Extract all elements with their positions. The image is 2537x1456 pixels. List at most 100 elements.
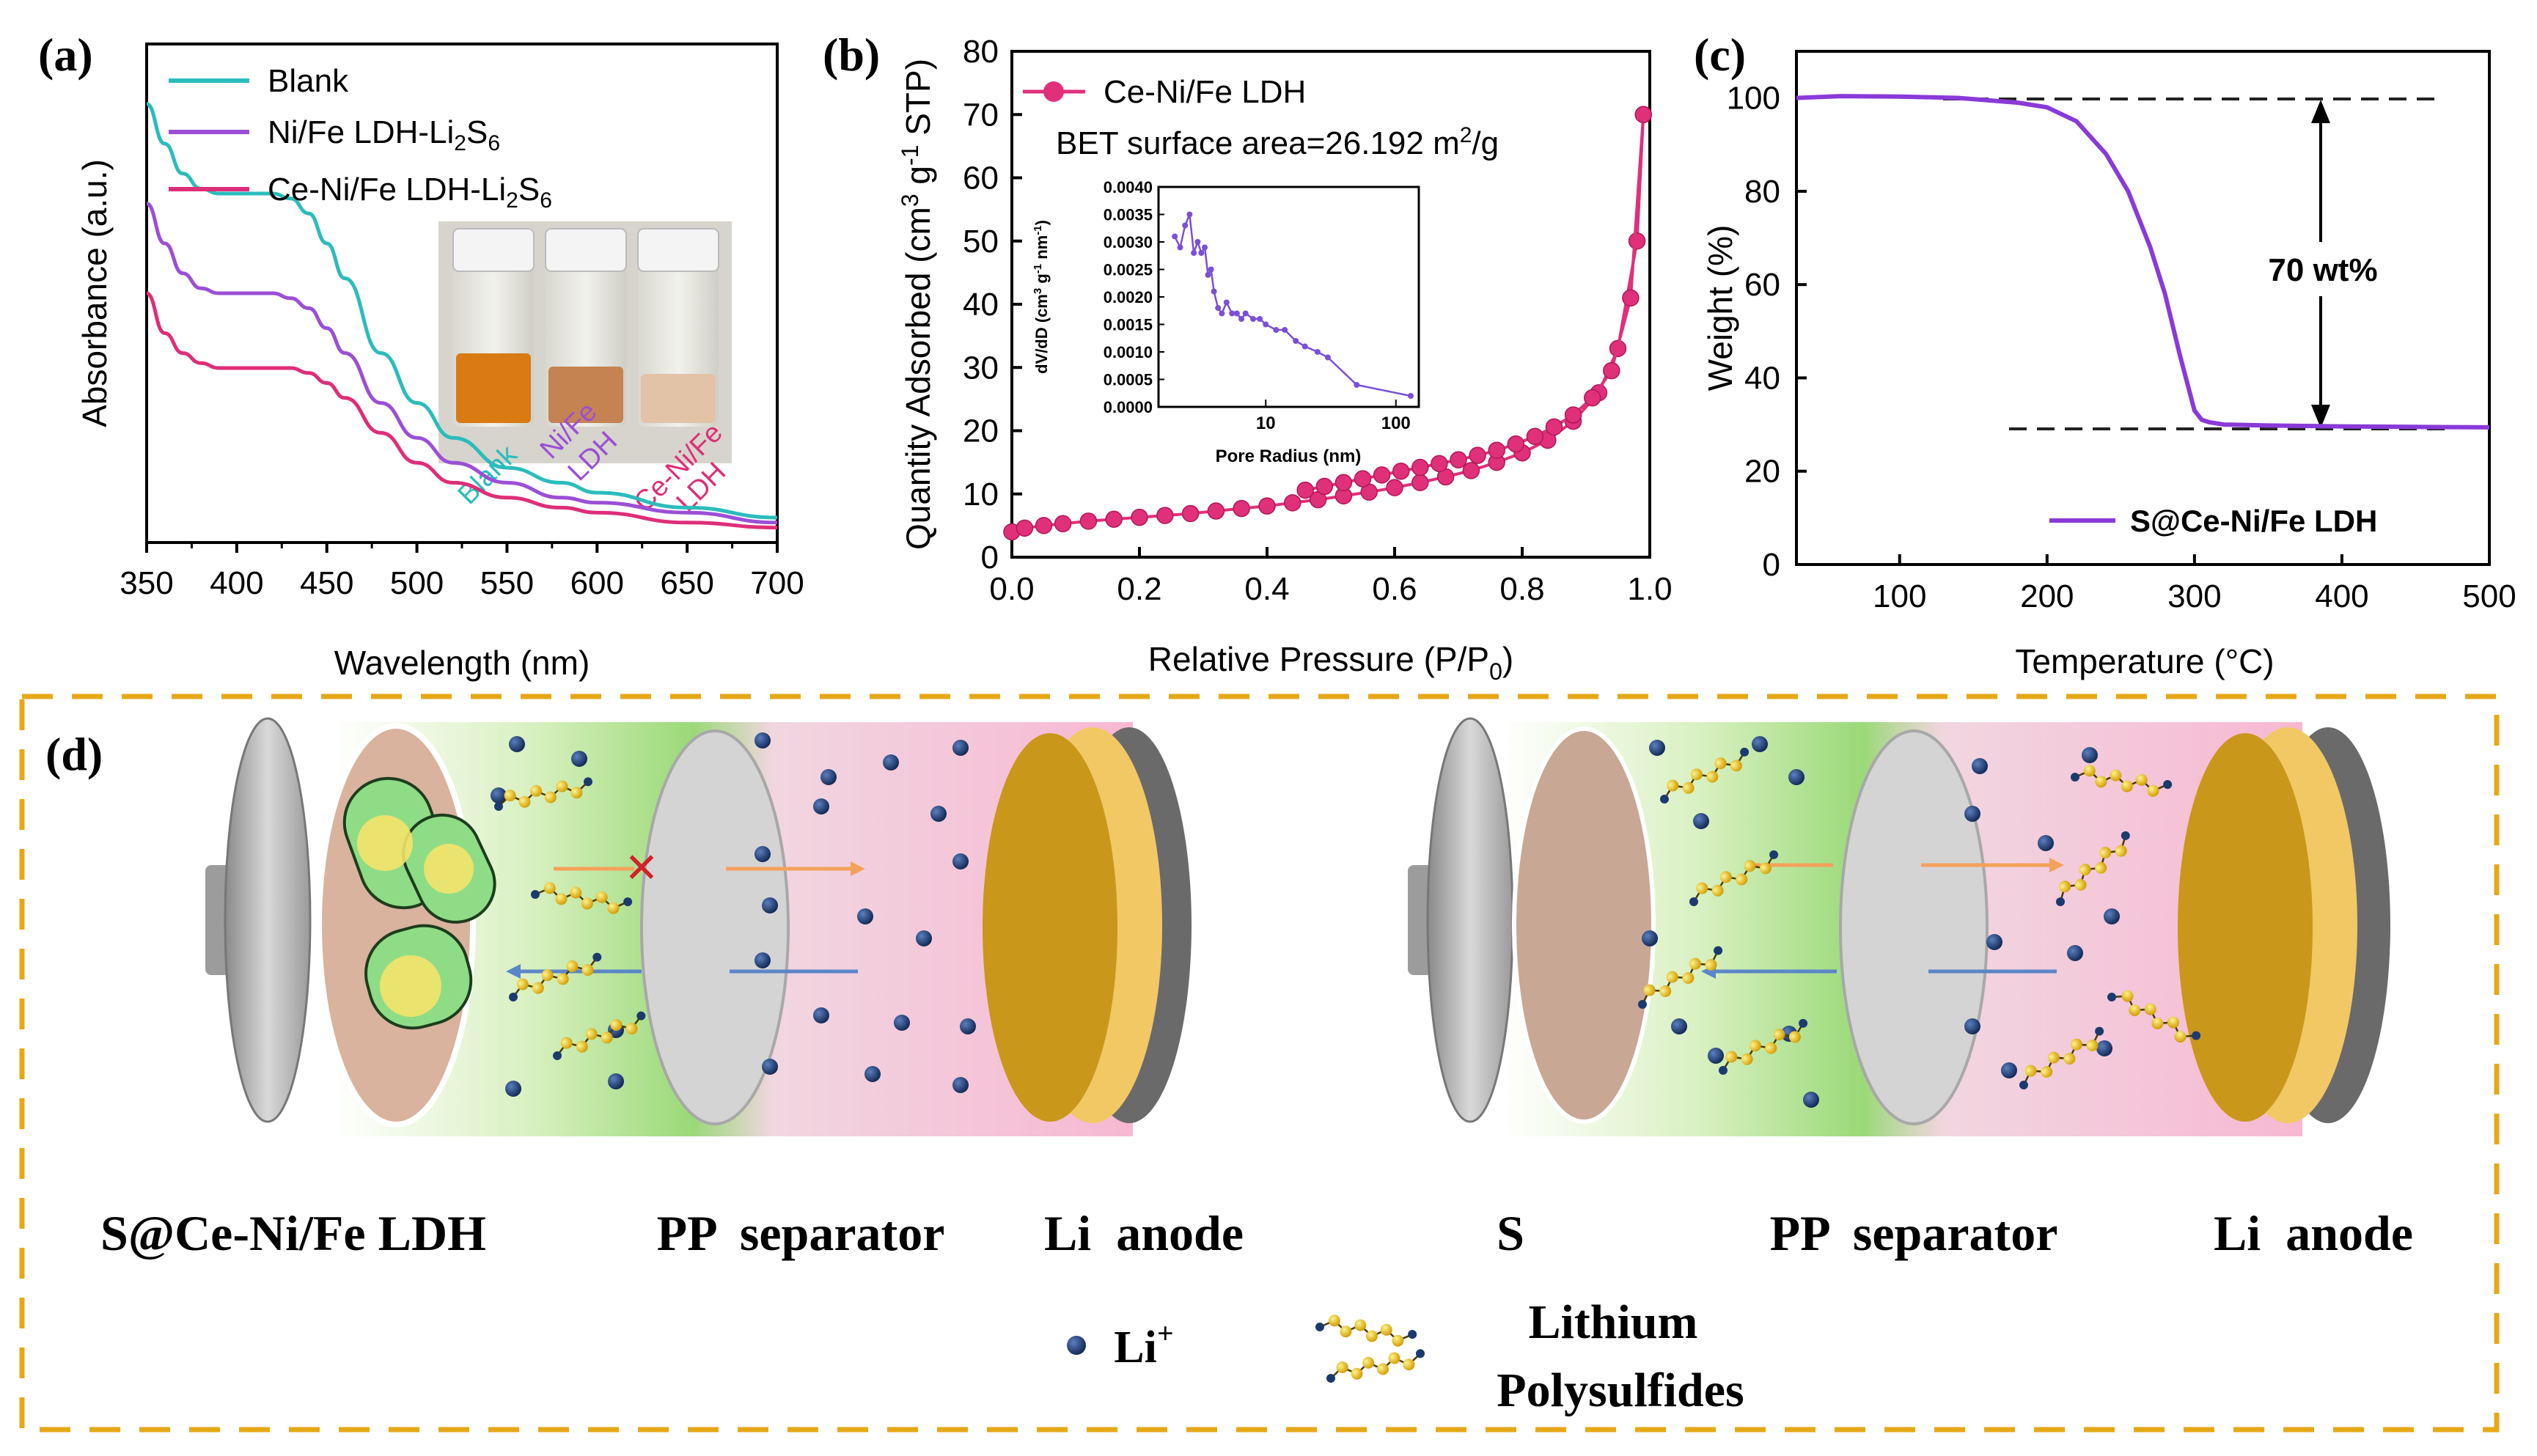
li-ion-icon	[1671, 1018, 1687, 1034]
data-point	[1105, 510, 1123, 528]
vial-cenife-cap	[637, 228, 719, 272]
legend-lps-line-2: Polysulfides	[1497, 1364, 1744, 1417]
sulfur-atom	[1689, 957, 1701, 970]
li-ion-icon	[1972, 758, 1988, 774]
inset-point	[1407, 393, 1414, 399]
x-tick-label: 0.6	[1372, 571, 1417, 607]
pp-separator-right	[1839, 729, 1989, 1125]
li-ion-icon	[2067, 945, 2083, 961]
li-ion-icon	[813, 1007, 829, 1023]
sulfur-atom	[2121, 780, 2133, 793]
inset-y-tick-label: 0.0035	[1104, 206, 1153, 224]
x-tick-label: 400	[2315, 578, 2368, 614]
sulfur-atom	[516, 978, 529, 990]
sulfur-atom	[2063, 1053, 2076, 1065]
sulfur-atom	[1749, 1040, 1761, 1052]
li-ion-icon	[930, 806, 947, 822]
inset-point	[1202, 244, 1208, 251]
sulfur-atom	[2135, 773, 2148, 786]
sulfur-atom	[556, 780, 568, 793]
y-tick-label: 70	[963, 97, 999, 133]
sulfur-atom	[1744, 860, 1756, 872]
sulfur-atom	[1643, 984, 1656, 996]
cell-right-current-collector	[1426, 717, 1514, 1123]
li-ion-icon	[952, 853, 969, 869]
data-point	[1469, 446, 1486, 464]
li-ion-icon	[2038, 835, 2054, 851]
sulfur-atom	[1340, 1326, 1352, 1338]
y-tick-label: 50	[963, 224, 999, 260]
y-tick-label: 60	[1744, 267, 1780, 303]
inset-ylabel: dV/dD (cm3 g-1 nm-1)	[1032, 220, 1051, 374]
inset-point	[1172, 233, 1178, 240]
inset-point	[1191, 250, 1197, 256]
panel-b: (b) 0.0 0.2 0.4 0.6 0.8 1.001020304050607080 …	[823, 29, 1673, 685]
li-ion-icon	[1788, 769, 1804, 785]
cell-left: ✕	[205, 717, 1192, 1136]
sulfur-atom	[2110, 769, 2122, 782]
pp-separator-left	[640, 729, 790, 1125]
x-tick-label: 350	[120, 565, 173, 601]
inset-point	[1282, 327, 1288, 333]
legend-b-label: Ce-Ni/Fe LDH	[1104, 74, 1306, 110]
li-ion-icon	[813, 798, 829, 815]
inset-point	[1314, 349, 1321, 355]
x-tick-label: 700	[750, 565, 804, 601]
sulfur-atom	[2095, 1026, 2104, 1036]
sulfur-atom	[1328, 1315, 1340, 1327]
x-tick-label: 1.0	[1627, 571, 1672, 607]
sulfur-atom	[1638, 1000, 1647, 1009]
li-ion-icon	[2096, 1040, 2112, 1056]
data-point	[1462, 462, 1480, 479]
data-point	[1315, 477, 1334, 496]
arrow-head-down-icon	[2311, 405, 2330, 428]
data-point	[1354, 470, 1372, 488]
label-anode-right: Li anode	[2214, 1205, 2413, 1261]
li-ion-icon	[960, 1018, 976, 1034]
ldh-capsules	[342, 776, 496, 1030]
inset-y-tick-label: 0.0005	[1104, 371, 1153, 389]
sulfur-atom	[2107, 993, 2116, 1001]
li-ion-icon	[1649, 740, 1665, 756]
li-ion-icon	[608, 1073, 624, 1089]
arrow-head-orange-icon	[851, 861, 865, 876]
data-point	[1131, 508, 1148, 526]
series-line-0	[1796, 94, 2490, 430]
polysulfide-chains	[494, 747, 2201, 1089]
sulfur-atom	[1336, 1361, 1348, 1374]
sulfur-atom	[532, 982, 544, 994]
inset-point	[1194, 239, 1201, 245]
li-ion-icon	[820, 769, 837, 785]
sulfur-atom	[1403, 1358, 1415, 1371]
legend-polysulfide-chain-icon	[1315, 1315, 1417, 1347]
sulfur-atom	[1408, 1330, 1417, 1339]
sulfur-atom	[1799, 1018, 1808, 1028]
plot-a-ylabel: Absorbance (a.u.)	[76, 159, 114, 427]
data-point	[1622, 289, 1640, 307]
sulfur-atom	[2041, 1066, 2053, 1078]
sulfur-atom	[1660, 795, 1669, 804]
sulfur-atom	[636, 1011, 646, 1021]
sulfur-atom	[544, 791, 557, 804]
sulfur-atom	[1788, 1031, 1801, 1043]
series-line-1	[145, 202, 778, 525]
y-tick-label: 20	[963, 413, 999, 449]
data-point	[1054, 515, 1072, 533]
data-point	[1431, 455, 1448, 473]
sulfur-atom	[2079, 864, 2091, 876]
plot-a-legend: Blank Ni/Fe LDH-Li2S6 Ce-Ni/Fe LDH-Li2S6	[169, 63, 552, 213]
sulfur-atom	[2095, 776, 2107, 788]
sulfur-atom	[607, 902, 620, 914]
polysulfide-icon	[2019, 1026, 2104, 1089]
data-point	[1035, 517, 1053, 534]
sulfur-atom	[2059, 880, 2071, 893]
polysulfide-icon	[2107, 990, 2201, 1043]
sulfur-atom	[601, 1032, 613, 1044]
inset-point	[1229, 310, 1236, 317]
series-line-2	[145, 291, 778, 530]
data-point	[1296, 481, 1314, 499]
legend-b-swatch-marker	[1043, 81, 1064, 102]
data-point	[1181, 504, 1200, 523]
annotation-c: 70 wt%	[2268, 252, 2377, 288]
